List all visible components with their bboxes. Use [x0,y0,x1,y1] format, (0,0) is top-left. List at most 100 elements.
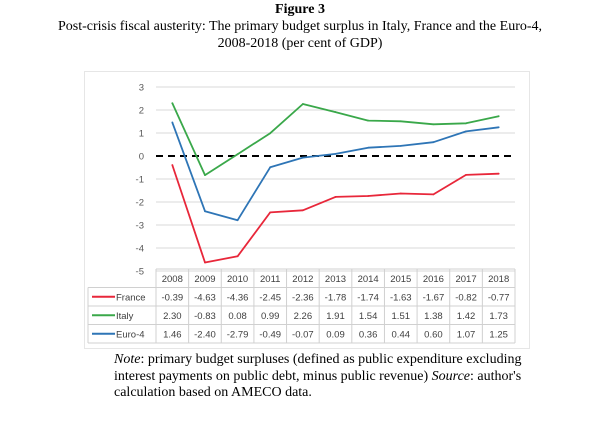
data-label: 0.08 [228,311,247,322]
data-point [465,130,467,133]
x-tick-label: 2011 [260,274,280,285]
figure-subtitle-line-1: Post-crisis fiscal austerity: The primar… [57,19,543,34]
data-label: 1.38 [424,311,443,322]
data-label: 0.36 [359,329,378,340]
data-point [301,103,304,105]
data-point [432,123,435,126]
data-label: -2.36 [292,292,314,303]
data-label: -0.49 [259,329,281,340]
data-label: 2.26 [294,311,313,322]
data-label: -1.78 [325,292,347,303]
x-tick-label: 2016 [423,274,444,285]
data-point [367,146,370,149]
data-point [269,211,272,214]
source-label: Source [431,368,471,384]
data-point [497,126,500,129]
data-point [432,193,435,196]
data-label: -0.77 [488,292,510,303]
legend-label: Euro-4 [116,329,145,340]
data-label: -4.36 [227,292,249,303]
data-label: -1.67 [423,292,445,303]
data-point [334,111,337,113]
data-label: 1.42 [457,311,476,322]
x-tick-label: 2017 [455,274,476,285]
x-tick-label: 2009 [194,274,215,285]
legend-label: France [116,292,146,303]
series-line-euro-4 [171,122,499,222]
data-label: 1.07 [457,329,476,340]
figure-subtitle: Post-crisis fiscal austerity: The primar… [0,18,600,52]
data-point [171,121,174,124]
data-label: 1.54 [359,311,378,322]
y-tick-label: -4 [136,244,144,255]
figure-label: Figure 3 [275,2,325,17]
data-point [269,132,272,135]
data-point [432,141,435,144]
x-tick-label: 2012 [292,274,313,285]
legend-label: Italy [116,311,134,322]
data-point [334,153,337,155]
data-label: -4.63 [194,292,216,303]
data-point [399,144,402,147]
figure-subtitle-line-2: 2008-2018 (per cent of GDP) [217,36,383,51]
data-point [465,122,467,125]
data-label: -2.40 [194,329,216,340]
line-chart: 3 2 1 0 -1 -2 -3 -4 -5 2008 2009 2010 2011 2012 2013 20… [87,83,516,344]
y-tick-label: -3 [136,221,144,232]
data-point [269,166,272,169]
data-label: -0.07 [292,329,314,340]
data-point [497,172,500,175]
data-point [204,210,206,213]
data-label: -1.63 [390,292,412,303]
data-point [334,196,337,198]
data-point [497,115,500,118]
data-point [301,209,304,212]
x-tick-label: 2013 [325,274,346,285]
data-point [399,192,402,195]
y-tick-label: 0 [139,152,144,163]
data-label: 1.51 [392,311,411,322]
data-label: 0.09 [326,329,345,340]
data-label: 1.73 [489,311,508,322]
data-point [204,261,206,264]
data-label: -1.74 [357,292,379,303]
data-point [171,164,174,166]
data-label: 1.91 [326,311,345,322]
y-tick-label: -1 [136,175,144,186]
data-point [236,153,239,156]
data-point [204,174,206,176]
y-tick-label: -2 [136,198,144,209]
figure-note: Note: primary budget surpluses (defined … [114,352,554,402]
note-label: Note [114,352,141,367]
data-label: -2.45 [259,292,281,303]
data-point [301,156,304,159]
data-label: 0.60 [424,329,443,340]
chart-container: 3 2 1 0 -1 -2 -3 -4 -5 2008 2009 2010 2011 2012 2013 20… [84,71,530,349]
x-tick-label: 2010 [227,274,248,285]
y-tick-label: 3 [139,83,144,94]
y-tick-label: 2 [139,106,144,117]
data-point [399,120,402,123]
x-tick-label: 2015 [390,274,411,285]
data-label: -0.83 [194,311,216,322]
data-label: 1.25 [489,329,508,340]
y-tick-label: 1 [139,129,144,140]
data-label: -0.82 [455,292,477,303]
data-label: -2.79 [227,329,249,340]
data-label: 0.44 [392,329,411,340]
data-point [236,219,239,222]
data-point [236,255,239,258]
series-line-italy [171,102,499,176]
x-tick-label: 2014 [358,274,379,285]
data-label: 0.99 [261,311,280,322]
x-tick-label: 2008 [162,274,183,285]
source-text: : author's calculation based on AMECO da… [114,368,522,401]
x-tick-label: 2018 [488,274,509,285]
data-label: -0.39 [161,292,183,303]
y-tick-label: -5 [136,267,144,278]
data-point [465,173,467,176]
note-text: : primary budget surpluses (defined as p… [114,352,522,384]
data-point [367,195,370,197]
data-label: 2.30 [163,311,182,322]
data-point [171,102,174,104]
